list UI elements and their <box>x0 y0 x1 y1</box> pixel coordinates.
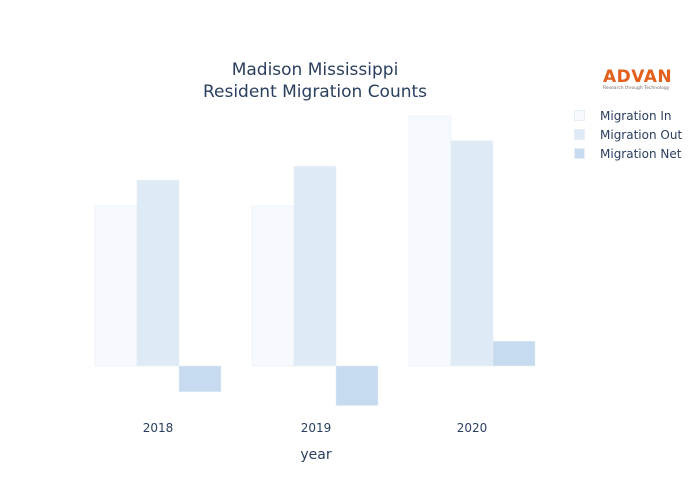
bar-migration-in-2018[interactable] <box>94 205 138 367</box>
legend-swatch-migration-in <box>574 110 585 121</box>
legend-label-migration-net: Migration Net <box>600 146 682 161</box>
x-tick-label: 2020 <box>456 421 488 435</box>
brand-name: ADVAN <box>603 67 673 87</box>
chart-title-line2: Resident Migration Counts <box>202 82 428 102</box>
bar-migration-net-2019[interactable] <box>335 365 379 406</box>
legend-item-migration-out[interactable]: Migration Out <box>574 125 682 144</box>
bar-migration-out-2020[interactable] <box>450 140 494 367</box>
legend: Migration In Migration Out Migration Net <box>574 106 682 163</box>
bars-layer <box>94 115 536 406</box>
bar-migration-net-2018[interactable] <box>178 365 222 392</box>
legend-item-migration-net[interactable]: Migration Net <box>574 144 682 163</box>
advan-logo: ADVAN Research through Technology <box>603 68 673 91</box>
bar-migration-in-2020[interactable] <box>408 115 452 367</box>
x-tick-label: 2019 <box>300 421 332 435</box>
brand-tagline: Research through Technology <box>603 86 670 91</box>
x-tick-label: 2018 <box>142 421 174 435</box>
legend-item-migration-in[interactable]: Migration In <box>574 106 682 125</box>
x-axis-title: year <box>300 447 332 463</box>
bar-migration-out-2019[interactable] <box>293 166 337 367</box>
legend-label-migration-out: Migration Out <box>600 127 683 142</box>
legend-label-migration-in: Migration In <box>600 108 672 123</box>
chart-title-line1: Madison Mississippi <box>231 60 399 80</box>
bar-migration-out-2018[interactable] <box>136 179 180 367</box>
bar-migration-net-2020[interactable] <box>492 341 536 367</box>
bar-migration-in-2019[interactable] <box>251 205 295 367</box>
legend-swatch-migration-out <box>574 129 585 140</box>
legend-swatch-migration-net <box>574 148 585 159</box>
